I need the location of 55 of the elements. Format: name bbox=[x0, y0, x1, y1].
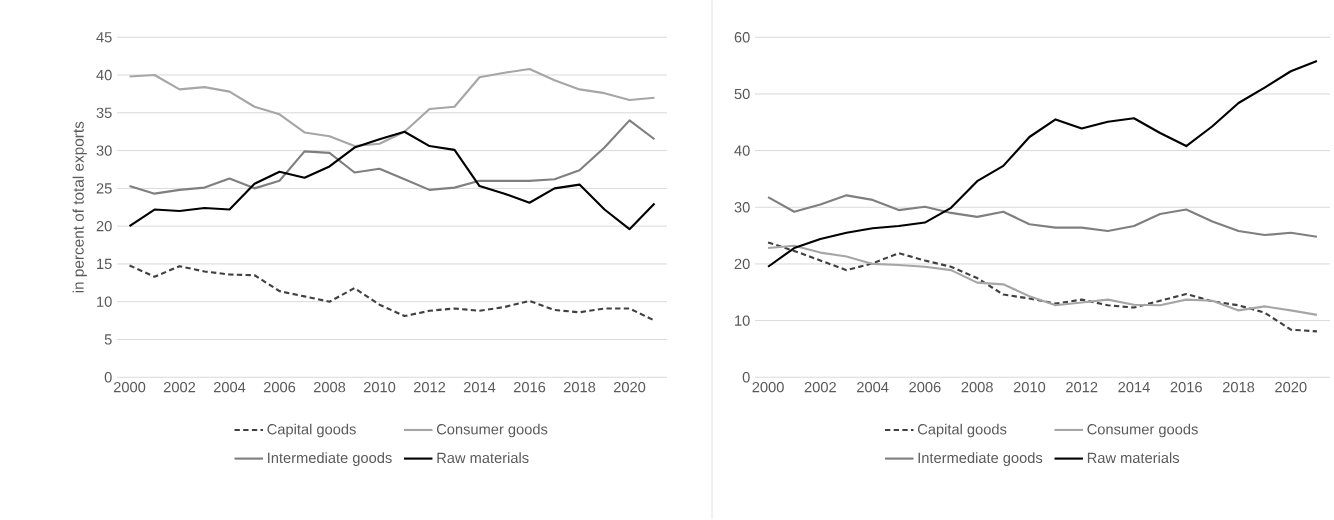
x-tick-label: 2016 bbox=[513, 382, 546, 393]
legend-label: Capital goods bbox=[917, 423, 1007, 438]
x-tick-label: 2016 bbox=[1170, 382, 1202, 393]
x-tick-label: 2008 bbox=[961, 382, 993, 393]
x-tick-label: 2002 bbox=[163, 382, 196, 393]
y-tick-label: 15 bbox=[97, 259, 112, 270]
x-tick-label: 2000 bbox=[752, 382, 784, 393]
line-series bbox=[767, 241, 1318, 333]
x-tick-label: 2018 bbox=[563, 382, 596, 393]
y-tick-label: 50 bbox=[734, 88, 750, 100]
x-tick-label: 2020 bbox=[613, 382, 646, 393]
x-tick-label: 2006 bbox=[909, 382, 941, 393]
y-tick-label: 0 bbox=[104, 372, 112, 383]
x-tick-label: 2018 bbox=[1222, 382, 1255, 393]
y-axis-title: in percent of total exports bbox=[72, 121, 87, 293]
y-tick-label: 0 bbox=[742, 372, 750, 383]
x-tick-label: 2012 bbox=[413, 382, 446, 393]
x-tick-label: 2010 bbox=[363, 382, 396, 393]
y-tick-label: 35 bbox=[96, 107, 112, 119]
x-tick-label: 2020 bbox=[1275, 382, 1307, 393]
legend-label: Intermediate goods bbox=[918, 452, 1043, 467]
x-tick-label: 2010 bbox=[1013, 382, 1046, 393]
legend-label: Raw materials bbox=[1087, 452, 1180, 464]
line-series bbox=[767, 244, 1318, 317]
y-tick-label: 25 bbox=[96, 183, 112, 194]
x-tick-label: 2004 bbox=[213, 382, 246, 393]
x-tick-label: 2004 bbox=[857, 382, 889, 393]
legend-label: Capital goods bbox=[267, 423, 356, 438]
y-tick-label: 40 bbox=[734, 145, 750, 157]
line-series bbox=[128, 130, 656, 231]
y-tick-label: 5 bbox=[104, 334, 112, 345]
x-tick-label: 2012 bbox=[1066, 382, 1098, 393]
x-tick-label: 2006 bbox=[263, 382, 296, 393]
line-series bbox=[128, 68, 656, 148]
y-tick-label: 20 bbox=[96, 221, 112, 232]
legend-label: Raw materials bbox=[437, 452, 529, 464]
x-tick-label: 2008 bbox=[313, 382, 346, 393]
line-series bbox=[128, 264, 656, 322]
legend-label: Intermediate goods bbox=[268, 452, 392, 467]
legend-label: Consumer goods bbox=[1087, 423, 1198, 438]
y-tick-label: 60 bbox=[734, 32, 750, 43]
y-tick-label: 40 bbox=[96, 70, 112, 81]
y-tick-label: 10 bbox=[97, 296, 112, 308]
y-tick-label: 30 bbox=[96, 145, 112, 157]
x-tick-label: 2000 bbox=[113, 382, 146, 393]
y-tick-label: 30 bbox=[734, 202, 750, 213]
y-tick-label: 20 bbox=[734, 258, 750, 270]
line-series bbox=[767, 194, 1318, 239]
y-tick-label: 10 bbox=[735, 315, 750, 327]
line-series bbox=[767, 60, 1318, 269]
legend-label: Consumer goods bbox=[436, 423, 548, 438]
y-tick-label: 45 bbox=[96, 32, 112, 43]
x-tick-label: 2014 bbox=[463, 382, 496, 393]
x-tick-label: 2014 bbox=[1118, 382, 1150, 393]
x-tick-label: 2002 bbox=[804, 382, 836, 393]
